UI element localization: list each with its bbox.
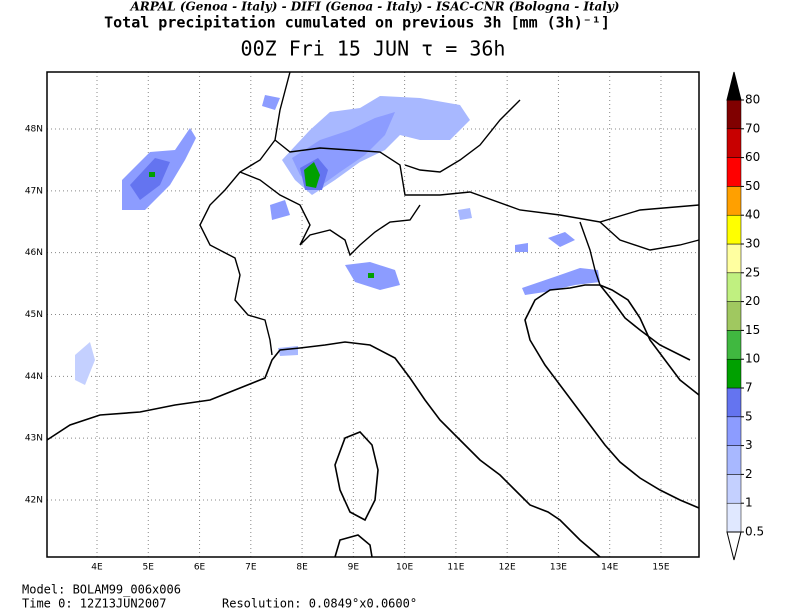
lon-tick-label: 13E [550, 563, 567, 573]
colorbar-under [726, 531, 742, 561]
lat-tick-label: 46N [25, 248, 43, 258]
colorbar-label: 80 [745, 93, 760, 107]
colorbar-segment [726, 99, 742, 130]
colorbar: 0.5 1 2 3 5 7 10 15 20 25 30 40 50 60 70 80 [726, 71, 764, 561]
map-area [46, 71, 700, 558]
map-frame [46, 71, 700, 558]
colorbar-label: 3 [745, 438, 753, 452]
colorbar-segment [726, 330, 742, 360]
colorbar-label: 25 [745, 265, 760, 279]
colorbar-label: 50 [745, 179, 760, 193]
precipitation [75, 95, 600, 385]
colorbar-label: 40 [745, 208, 760, 222]
colorbar-segment [726, 358, 742, 389]
lon-tick-label: 8E [296, 563, 308, 573]
lat-tick-label: 45N [25, 310, 43, 320]
colorbar-label: 2 [745, 467, 753, 481]
lon-tick-label: 10E [396, 563, 413, 573]
lat-tick-label: 44N [25, 372, 43, 382]
lon-tick-label: 9E [348, 563, 360, 573]
lon-tick-label: 11E [447, 563, 464, 573]
lat-tick-label: 43N [25, 434, 43, 444]
lon-tick-label: 6E [194, 563, 206, 573]
colorbar-segment [726, 157, 742, 187]
lat-tick-label: 48N [25, 125, 43, 135]
borders [199, 71, 700, 356]
lat-tick-label: 47N [25, 186, 43, 196]
colorbar-segment [726, 301, 742, 331]
colorbar-segment [726, 186, 742, 216]
colorbar-segment [726, 502, 742, 533]
header: ARPAL (Genoa - Italy) - DIFI (Genoa - It… [130, 0, 620, 14]
lon-tick-label: 5E [143, 563, 155, 573]
colorbar-label: 20 [745, 294, 760, 308]
colorbar-segment [726, 272, 742, 302]
model-label: Model: BOLAM99_006x006 [22, 583, 181, 597]
lon-tick-label: 15E [652, 563, 669, 573]
subtitle: 00Z Fri 15 JUN τ = 36h [241, 37, 506, 61]
colorbar-segment [726, 445, 742, 475]
colorbar-segment [726, 474, 742, 504]
colorbar-label: 30 [745, 237, 760, 251]
colorbar-label: 60 [745, 150, 760, 164]
colorbar-label: 15 [745, 323, 760, 337]
colorbar-segment [726, 128, 742, 158]
colorbar-label: 70 [745, 121, 760, 135]
colorbar-segment [726, 214, 742, 245]
colorbar-label: 1 [745, 496, 753, 510]
colorbar-over [726, 71, 742, 101]
time-label: Time 0: 12Z13JUN2007 [22, 597, 167, 611]
colorbar-segment [726, 416, 742, 446]
resolution-label: Resolution: 0.0849°x0.0600° [222, 597, 417, 611]
colorbar-segment [726, 243, 742, 274]
title: Total precipitation cumulated on previou… [104, 14, 610, 32]
colorbar-label: 7 [745, 381, 753, 395]
lon-tick-label: 7E [245, 563, 257, 573]
colorbar-label: 10 [745, 352, 760, 366]
colorbar-label: 0.5 [745, 525, 764, 539]
lon-tick-label: 14E [601, 563, 618, 573]
colorbar-segment [726, 387, 742, 418]
lon-tick-label: 4E [91, 563, 103, 573]
colorbar-label: 5 [745, 409, 753, 423]
lat-tick-label: 42N [25, 495, 43, 505]
coastlines [46, 284, 700, 558]
lon-tick-label: 12E [499, 563, 516, 573]
